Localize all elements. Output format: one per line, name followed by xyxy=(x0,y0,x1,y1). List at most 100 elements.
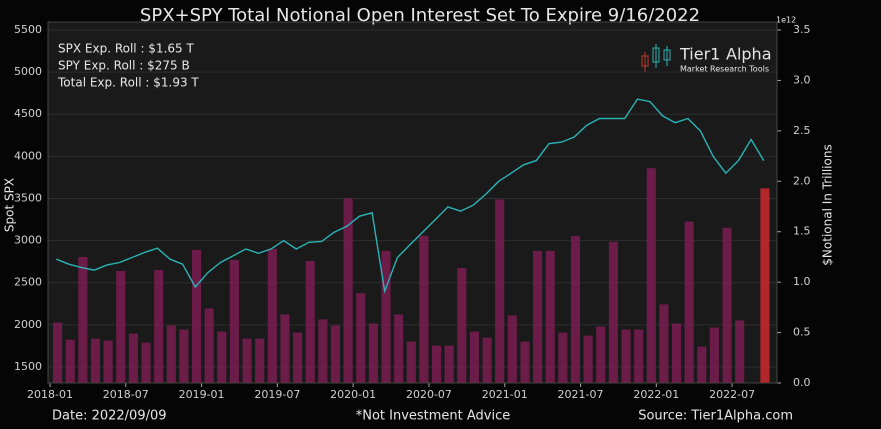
y2-tick-label: 3.5 xyxy=(793,23,811,36)
bar xyxy=(507,315,517,383)
bar xyxy=(709,327,719,383)
logo-accent: Alpha xyxy=(726,45,772,64)
bar xyxy=(634,329,644,383)
bar xyxy=(53,322,63,383)
annotation: Total Exp. Roll : $1.93 T xyxy=(57,76,199,90)
x-tick-label: 2018-07 xyxy=(103,388,149,401)
x-tick-label: 2018-01 xyxy=(27,388,73,401)
bar xyxy=(621,329,631,383)
bar xyxy=(457,268,467,383)
bar xyxy=(406,341,416,383)
y-tick-label: 4500 xyxy=(14,107,42,120)
bar xyxy=(204,308,214,383)
bar xyxy=(735,320,745,383)
plot-frame xyxy=(47,21,778,384)
logo-tagline: Market Research Tools xyxy=(680,65,769,74)
y2-tick-label: 0.5 xyxy=(793,326,811,339)
bar xyxy=(330,325,341,383)
logo-icon xyxy=(641,44,671,72)
footer-date: Date: 2022/09/09 xyxy=(52,409,167,424)
bar xyxy=(583,335,593,383)
x-tick-label: 2021-07 xyxy=(558,388,604,401)
y-tick-label: 5500 xyxy=(14,23,42,36)
y-tick-label: 3500 xyxy=(14,191,42,204)
x-tick-label: 2019-07 xyxy=(254,388,300,401)
y2-tick-label: 1.5 xyxy=(793,225,811,238)
bar xyxy=(343,198,353,383)
bar xyxy=(65,339,75,383)
bar xyxy=(305,260,315,383)
bar xyxy=(608,241,618,383)
bar xyxy=(596,326,606,383)
y-tick-label: 5000 xyxy=(14,65,42,78)
x-tick-label: 2020-01 xyxy=(330,388,376,401)
bar xyxy=(166,325,176,383)
y-tick-label: 4000 xyxy=(14,149,42,162)
bar xyxy=(722,227,732,383)
chart-title: SPX+SPY Total Notional Open Interest Set… xyxy=(140,5,700,26)
bar xyxy=(533,250,543,383)
y2-tick-label: 2.0 xyxy=(793,174,811,187)
y2-offset-label: 1e12 xyxy=(776,16,796,25)
bar xyxy=(545,250,555,383)
bar xyxy=(646,168,656,383)
y2-tick-label: 0.0 xyxy=(793,376,811,389)
plot xyxy=(48,29,777,383)
y-axis-label: Spot SPX xyxy=(3,178,17,232)
logo-name: Tier1 xyxy=(679,45,720,64)
bar xyxy=(293,332,303,383)
footer-source: Source: Tier1Alpha.com xyxy=(638,409,793,424)
bar xyxy=(482,337,492,383)
bar xyxy=(469,331,479,383)
y-tick-label: 3000 xyxy=(14,234,42,247)
bar xyxy=(697,346,707,383)
bar xyxy=(444,345,454,383)
bar xyxy=(419,235,429,383)
bar xyxy=(394,314,404,383)
bar xyxy=(128,333,138,383)
bar xyxy=(280,314,290,383)
annotation: SPX Exp. Roll : $1.65 T xyxy=(58,42,194,56)
bar xyxy=(141,342,151,383)
bar xyxy=(179,329,189,383)
bar xyxy=(191,249,202,383)
bar xyxy=(558,332,568,383)
bar xyxy=(217,331,227,383)
y2-tick-label: 2.5 xyxy=(793,124,811,137)
bar xyxy=(431,345,442,383)
x-tick-label: 2019-01 xyxy=(179,388,225,401)
x-tick-label: 2020-07 xyxy=(406,388,452,401)
y2-axis-label: $Notional In Trillions xyxy=(821,144,835,265)
y2-tick-label: 1.0 xyxy=(793,275,811,288)
bar xyxy=(356,293,366,383)
x-tick-label: 2022-01 xyxy=(633,388,679,401)
bar xyxy=(318,319,328,383)
bar xyxy=(520,341,530,383)
bar xyxy=(684,221,694,383)
bar xyxy=(267,248,277,383)
bar xyxy=(242,338,252,383)
bar xyxy=(103,340,113,383)
bar xyxy=(229,259,239,383)
x-tick-label: 2021-01 xyxy=(482,388,528,401)
annotation: SPY Exp. Roll : $275 B xyxy=(58,59,190,73)
y-tick-label: 2500 xyxy=(14,276,42,289)
bar xyxy=(659,304,669,383)
bar xyxy=(90,338,101,383)
bar xyxy=(381,250,391,383)
bar xyxy=(495,199,505,383)
bar xyxy=(570,235,581,383)
bar xyxy=(671,323,682,383)
y-tick-label: 1500 xyxy=(14,360,42,373)
x-tick-label: 2022-07 xyxy=(709,388,755,401)
bar xyxy=(255,338,265,383)
bar xyxy=(368,323,378,383)
bar xyxy=(78,256,88,383)
y2-tick-label: 3.0 xyxy=(793,73,811,86)
bar xyxy=(760,188,770,383)
spx-line xyxy=(56,98,765,294)
footer-disclaimer: *Not Investment Advice xyxy=(356,409,511,424)
bar xyxy=(154,270,164,383)
y-tick-label: 2000 xyxy=(14,318,42,331)
